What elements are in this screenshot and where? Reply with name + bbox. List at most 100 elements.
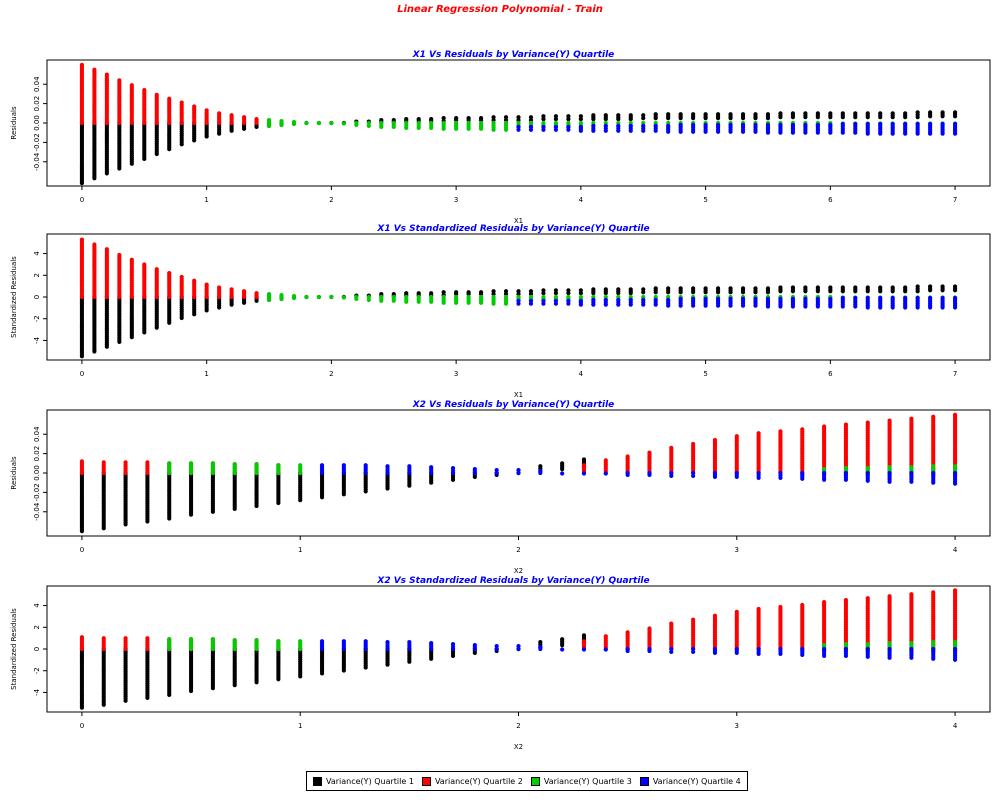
x-tick-label: 1 <box>298 722 302 730</box>
legend-item-q2: Variance(Y) Quartile 2 <box>421 776 523 786</box>
data-point <box>385 464 390 469</box>
data-point <box>915 110 920 115</box>
data-point <box>266 117 272 123</box>
data-point <box>441 294 446 300</box>
data-point <box>528 294 534 300</box>
data-point <box>712 613 718 618</box>
data-point <box>491 289 496 294</box>
data-point <box>541 127 546 132</box>
data-point <box>822 646 827 652</box>
data-point <box>928 284 933 289</box>
data-point <box>217 285 222 290</box>
series-variance-y-quartile-4 <box>516 295 958 310</box>
data-point <box>887 641 892 646</box>
series-variance-y-quartile-2 <box>79 588 958 652</box>
data-point <box>778 111 783 116</box>
data-point <box>204 282 209 287</box>
data-point <box>578 298 583 303</box>
data-point <box>715 112 721 117</box>
y-tick-label: -0.04 <box>33 152 41 171</box>
data-point <box>691 470 696 476</box>
data-point <box>625 646 630 652</box>
data-point <box>79 635 85 640</box>
data-point <box>341 463 346 468</box>
data-point <box>603 471 608 476</box>
data-point <box>528 298 534 303</box>
data-point <box>167 96 172 101</box>
data-point <box>591 113 596 118</box>
data-point <box>603 120 608 126</box>
data-point <box>341 639 346 644</box>
data-point <box>790 111 796 116</box>
data-point <box>316 294 322 300</box>
data-point <box>478 116 484 121</box>
data-point <box>407 640 412 645</box>
x-tick-label: 6 <box>828 196 833 204</box>
data-point <box>391 117 396 123</box>
data-point <box>712 470 718 476</box>
panel-2: X1 Vs Standardized Residuals by Variance… <box>10 224 991 399</box>
data-point <box>581 457 587 462</box>
data-point <box>653 120 658 126</box>
data-point <box>266 292 272 297</box>
data-point <box>790 122 796 128</box>
x-tick-label: 3 <box>735 722 739 730</box>
data-point <box>466 116 471 121</box>
data-point <box>678 122 683 128</box>
data-point <box>641 297 646 302</box>
data-point <box>703 122 708 128</box>
data-point <box>715 286 721 291</box>
data-point <box>740 112 746 117</box>
data-point <box>669 473 674 479</box>
data-point <box>765 122 771 128</box>
data-point <box>909 416 914 421</box>
data-point <box>363 639 368 644</box>
data-point <box>516 124 521 129</box>
data-point <box>104 247 109 252</box>
data-point <box>815 285 820 290</box>
panel-4: X2 Vs Standardized Residuals by Variance… <box>10 576 991 751</box>
data-point <box>616 113 621 118</box>
data-point <box>229 287 234 292</box>
data-point <box>528 127 534 132</box>
data-point <box>734 434 739 439</box>
data-point <box>279 292 284 298</box>
data-point <box>129 83 134 88</box>
data-point <box>669 470 674 476</box>
data-point <box>903 285 908 290</box>
data-point <box>553 298 559 303</box>
panel-title: X1 Vs Standardized Residuals by Variance… <box>376 224 649 234</box>
x-tick-label: 2 <box>329 196 333 204</box>
data-point <box>712 646 718 652</box>
data-point <box>472 642 477 648</box>
data-point <box>909 641 914 646</box>
y-tick-label: 2 <box>33 625 41 629</box>
data-point <box>628 120 633 126</box>
data-point <box>298 639 303 644</box>
data-point <box>416 294 421 300</box>
data-point <box>188 461 194 466</box>
data-point <box>404 120 409 126</box>
data-point <box>441 116 446 121</box>
x-tick-label: 6 <box>828 370 833 378</box>
data-point <box>887 646 892 652</box>
data-point <box>756 431 761 436</box>
data-point <box>304 120 309 126</box>
y-tick-label: 4 <box>33 603 41 608</box>
data-point <box>625 454 630 459</box>
data-point <box>204 108 209 113</box>
data-point <box>478 294 484 300</box>
data-point <box>740 286 746 291</box>
data-point <box>778 296 783 302</box>
data-point <box>591 297 596 302</box>
data-point <box>566 288 571 293</box>
data-point <box>341 121 346 126</box>
data-point <box>104 72 109 77</box>
y-tick-label: 0.02 <box>33 96 41 112</box>
panel-title: X2 Vs Residuals by Variance(Y) Quartile <box>412 400 615 410</box>
data-point <box>210 637 215 642</box>
data-point <box>560 637 565 642</box>
data-point <box>734 609 739 614</box>
data-point <box>800 602 805 608</box>
data-point <box>678 296 683 302</box>
